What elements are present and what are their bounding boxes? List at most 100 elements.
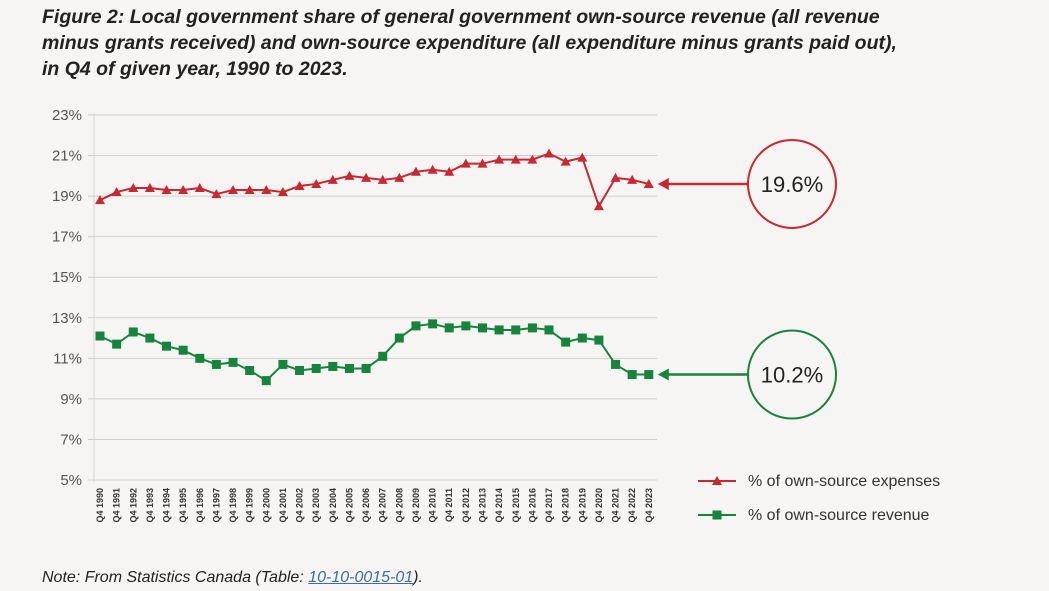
callouts: 19.6% 10.2% [657, 138, 837, 420]
x-tick-label: Q4 2011 [444, 488, 454, 522]
data-point [394, 333, 404, 343]
x-tick-label: Q4 1993 [145, 488, 155, 523]
figure-title: Figure 2: Local government share of gene… [42, 4, 1002, 82]
x-tick-label: Q4 2004 [328, 488, 338, 523]
x-axis-ticks: Q4 1990 Q4 1991 Q4 1992 Q4 1993 Q4 1994 Q4 19… [95, 488, 654, 523]
gridlines [88, 113, 657, 482]
legend-marker [712, 510, 722, 520]
x-tick-label: Q4 2000 [261, 488, 271, 523]
data-point [561, 337, 571, 347]
data-point [128, 183, 139, 192]
data-point [577, 152, 588, 162]
x-tick-label: Q4 2005 [344, 488, 354, 523]
x-tick-label: Q4 2022 [627, 488, 637, 523]
data-point [344, 363, 354, 373]
data-point [261, 185, 272, 195]
source-note-suffix: ). [413, 569, 423, 586]
data-point [277, 187, 288, 197]
legend-marker [712, 476, 722, 485]
y-tick-label: 5% [60, 472, 82, 489]
x-tick-label: Q4 2010 [428, 488, 438, 523]
data-point [394, 172, 405, 182]
x-tick-label: Q4 2015 [511, 488, 521, 523]
data-point [178, 185, 189, 195]
x-tick-label: Q4 2020 [594, 488, 604, 523]
data-point [594, 335, 604, 345]
y-tick-label: 21% [52, 148, 82, 165]
data-point [178, 345, 188, 355]
data-point [527, 154, 538, 164]
series-revenue [95, 319, 654, 386]
data-point [427, 164, 438, 174]
x-tick-label: Q4 1991 [112, 488, 122, 523]
data-point [361, 363, 371, 373]
data-point [361, 172, 372, 182]
x-tick-label: Q4 2008 [394, 488, 404, 523]
data-point [161, 185, 172, 195]
callout-expenses: 19.6% [657, 138, 837, 229]
data-point [328, 361, 338, 371]
data-point [461, 321, 471, 331]
data-point [444, 166, 455, 176]
data-point [95, 195, 105, 205]
data-point [311, 178, 322, 188]
y-tick-label: 17% [52, 229, 82, 246]
data-point [593, 201, 604, 211]
data-point [278, 359, 288, 369]
x-tick-label: Q4 1992 [128, 488, 138, 523]
figure-title-line-3: in Q4 of given year, 1990 to 2023. [42, 58, 348, 80]
x-tick-label: Q4 2017 [544, 488, 554, 523]
callout-value: 19.6% [761, 172, 823, 197]
data-point [377, 174, 388, 184]
x-tick-label: Q4 2014 [494, 488, 504, 523]
data-point [444, 323, 454, 333]
data-point [245, 366, 255, 375]
x-tick-label: Q4 1998 [228, 488, 238, 523]
source-note: Note: From Statistics Canada (Table: 10-… [42, 569, 423, 587]
data-point [378, 351, 388, 361]
callout-arrowhead [657, 368, 669, 381]
source-table-link[interactable]: 10-10-0015-01 [308, 569, 414, 586]
callout-revenue: 10.2% [657, 329, 837, 420]
data-point [527, 323, 537, 333]
x-tick-label: Q4 1999 [245, 488, 255, 523]
figure-title-line-1: Figure 2: Local government share of gene… [42, 6, 880, 28]
y-tick-label: 19% [52, 188, 82, 205]
data-point [627, 370, 637, 380]
x-tick-label: Q4 2007 [378, 488, 388, 523]
data-point [577, 333, 587, 343]
data-point [211, 359, 221, 369]
data-point [294, 180, 305, 190]
x-tick-label: Q4 2021 [611, 488, 621, 523]
data-point [228, 357, 238, 367]
data-point [494, 325, 504, 335]
legend-label: % of own-source expenses [748, 473, 940, 490]
data-point [145, 333, 155, 343]
legend-label: % of own-source revenue [748, 507, 930, 524]
data-point [610, 172, 621, 182]
data-point [627, 174, 638, 184]
callout-circle [747, 329, 837, 420]
data-point [344, 170, 355, 180]
callout-value: 10.2% [761, 363, 823, 388]
x-tick-label: Q4 1997 [211, 488, 221, 523]
y-tick-label: 7% [60, 431, 82, 448]
legend-item-expenses: % of own-source expenses [698, 473, 940, 490]
x-tick-label: Q4 2019 [577, 488, 587, 523]
data-point [228, 185, 239, 195]
data-point [544, 325, 554, 335]
data-point [411, 321, 421, 331]
legend-item-revenue: % of own-source revenue [698, 507, 930, 524]
y-tick-label: 23% [52, 107, 82, 124]
data-point [128, 327, 138, 337]
x-tick-label: Q4 1995 [178, 488, 188, 523]
data-point [560, 156, 571, 166]
data-point [477, 323, 487, 333]
data-point [494, 154, 505, 164]
data-point [112, 339, 122, 349]
data-point [510, 154, 521, 164]
x-tick-label: Q4 2013 [477, 488, 487, 523]
data-point [644, 370, 654, 380]
callout-arrowhead [657, 177, 669, 190]
